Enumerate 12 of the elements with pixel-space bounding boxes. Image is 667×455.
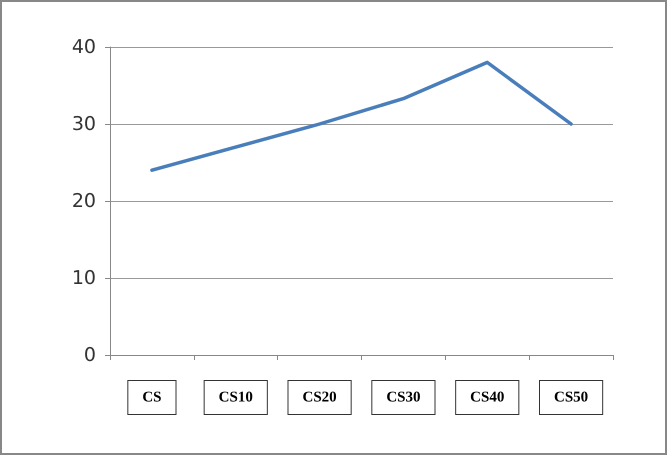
y-tick-label: 10	[72, 267, 96, 289]
x-tick-label: CS50	[554, 390, 588, 406]
y-tick-label: 20	[72, 190, 96, 212]
x-tick-label: CS30	[386, 390, 421, 406]
x-tick-label: CS40	[470, 390, 504, 406]
y-tick-label: 40	[72, 36, 96, 58]
x-tick-label: CS10	[218, 390, 253, 406]
x-tick-label: CS	[142, 390, 162, 406]
x-tick-label: CS20	[302, 390, 337, 406]
y-tick-label: 0	[84, 344, 96, 366]
y-tick-label: 30	[72, 113, 96, 135]
line-series	[150, 60, 573, 172]
